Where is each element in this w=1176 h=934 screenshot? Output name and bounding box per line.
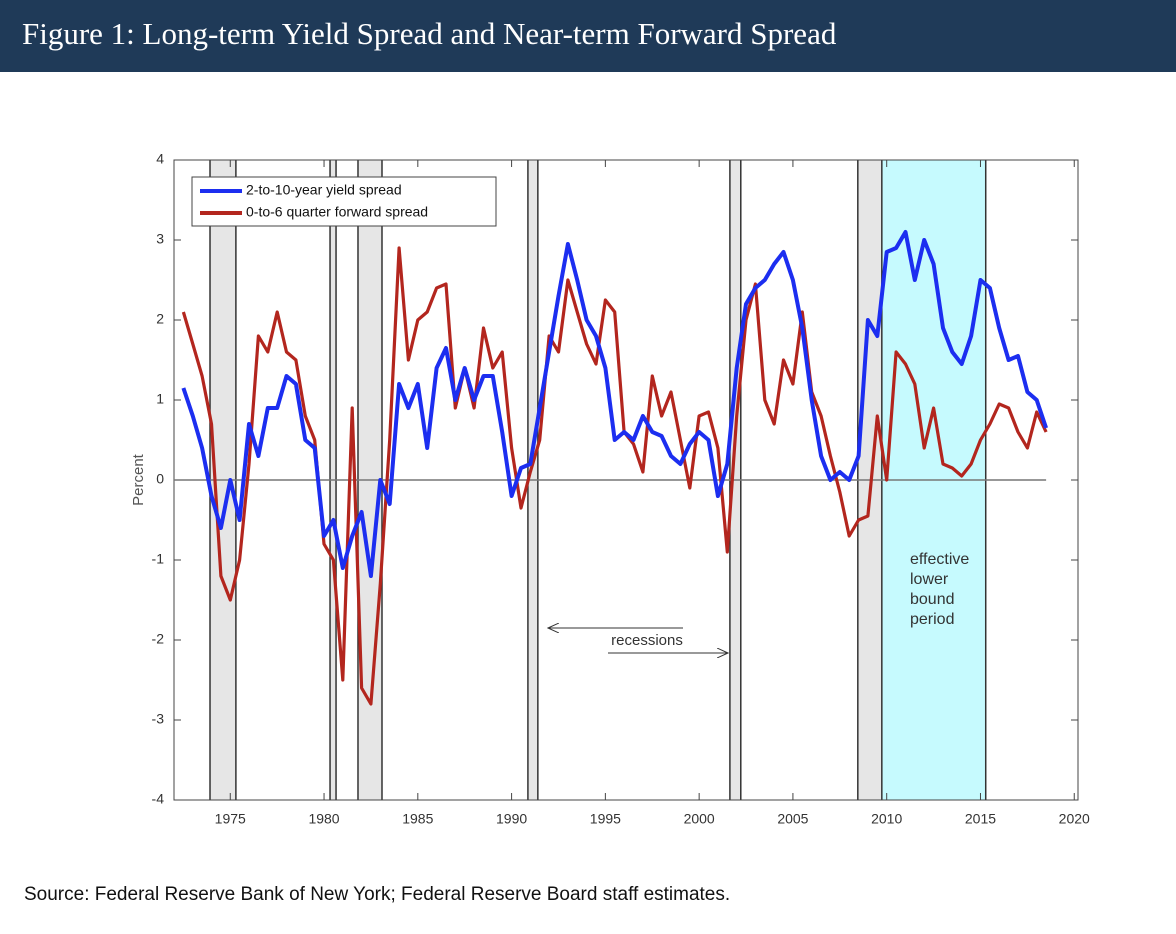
- elb-label: lower: [910, 571, 949, 588]
- header-bar: Figure 1: Long-term Yield Spread and Nea…: [0, 0, 1176, 72]
- x-tick-label: 1975: [215, 811, 246, 827]
- elb-label: period: [910, 611, 954, 628]
- x-tick-label: 1980: [308, 811, 339, 827]
- axis-layer: -4 -3 -2 -1 0 1 2 3 4 1975 1980 1985 1990 1995 2000 200…: [152, 151, 1090, 827]
- elb-label: bound: [910, 591, 955, 608]
- source-note: Source: Federal Reserve Bank of New York…: [24, 884, 731, 905]
- x-tick-label: 2020: [1059, 811, 1090, 827]
- x-tick-label: 2005: [777, 811, 808, 827]
- x-tick-label: 1990: [496, 811, 527, 827]
- series-line: [181, 246, 1048, 706]
- y-tick-label: 3: [156, 231, 164, 247]
- x-tick-label: 1995: [590, 811, 621, 827]
- y-tick-label: -1: [152, 551, 165, 567]
- x-tick-label: 2000: [684, 811, 715, 827]
- legend-box: [191, 176, 497, 227]
- y-tick-label: -4: [152, 791, 165, 807]
- legend-label: 2-to-10-year yield spread: [246, 182, 402, 198]
- y-tick-label: 1: [156, 391, 164, 407]
- y-tick-label: 0: [156, 471, 164, 487]
- y-tick-label: 2: [156, 311, 164, 327]
- legend: 2-to-10-year yield spread 0-to-6 quarter …: [191, 176, 497, 227]
- legend-label: 0-to-6 quarter forward spread: [246, 204, 428, 220]
- y-tick-label: 4: [156, 151, 164, 167]
- y-tick-label: -2: [152, 631, 165, 647]
- elb-label: effective: [910, 551, 969, 568]
- x-tick-label: 2010: [871, 811, 902, 827]
- recessions-label: recessions: [611, 632, 683, 649]
- lines-layer: [181, 230, 1048, 706]
- x-tick-label: 1985: [402, 811, 433, 827]
- series-line: [181, 230, 1048, 578]
- x-tick-label: 2015: [965, 811, 996, 827]
- y-axis-label: Percent: [130, 453, 147, 506]
- page-title: Figure 1: Long-term Yield Spread and Nea…: [22, 16, 837, 51]
- y-tick-label: -3: [152, 711, 165, 727]
